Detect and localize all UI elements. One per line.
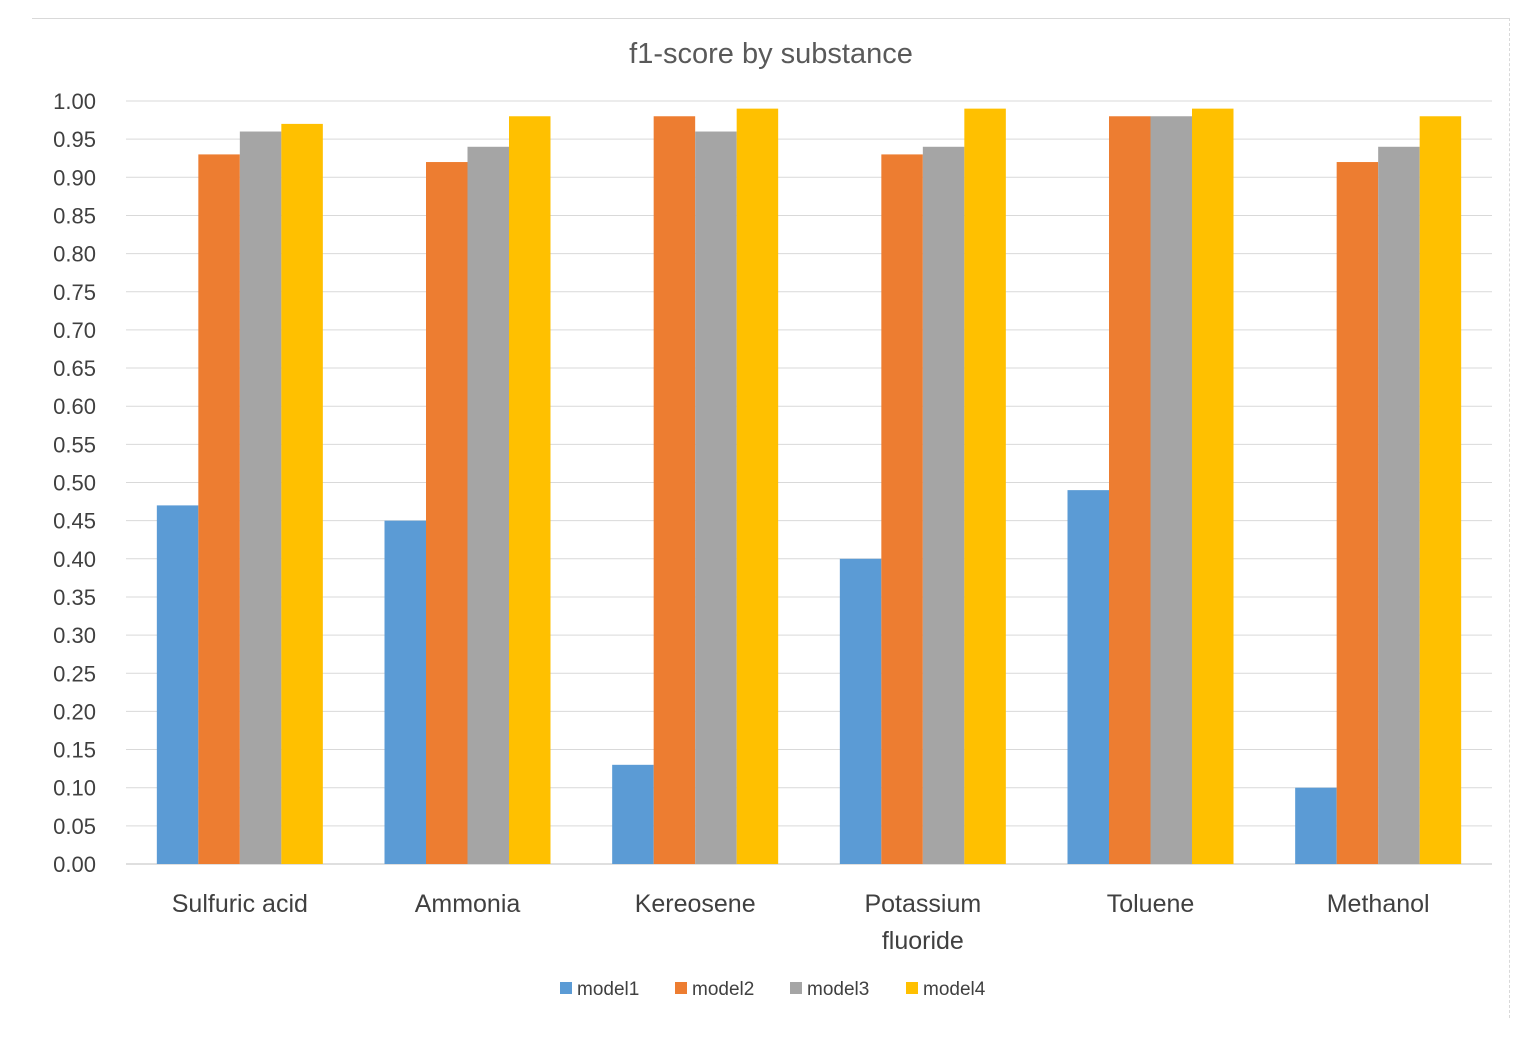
bar-model3 <box>239 131 282 864</box>
y-tick-label: 0.50 <box>53 471 96 496</box>
bar-model2 <box>881 154 923 864</box>
chart-area <box>32 18 1510 1018</box>
bar-model2 <box>426 162 468 865</box>
x-tick-label: Kereosene <box>635 890 756 918</box>
y-tick-label: 0.65 <box>53 356 96 381</box>
y-tick-label: 0.75 <box>53 280 96 305</box>
y-tick-label: 0.40 <box>53 547 96 572</box>
bar-model4 <box>964 108 1006 864</box>
y-tick-label: 0.45 <box>53 509 96 534</box>
y-tick-label: 0.35 <box>53 585 96 610</box>
x-tick-label: Toluene <box>1107 890 1195 918</box>
legend-label-model3: model3 <box>807 979 869 1000</box>
bar-model4 <box>736 108 779 864</box>
legend-label-model1: model1 <box>577 979 639 1000</box>
x-tick-label: Sulfuric acid <box>172 890 308 918</box>
bar-model4 <box>1419 116 1462 864</box>
bar-model1 <box>156 505 199 864</box>
bar-model3 <box>467 146 509 864</box>
legend-swatch-model2 <box>675 982 687 994</box>
bar-model1 <box>1067 490 1109 864</box>
bar-model4 <box>281 123 323 864</box>
y-tick-label: 0.60 <box>53 394 96 419</box>
x-tick-label: Ammonia <box>415 890 521 918</box>
legend-label-model4: model4 <box>923 979 986 1000</box>
y-tick-label: 0.30 <box>53 623 96 648</box>
y-tick-label: 0.85 <box>53 203 96 228</box>
y-tick-label: 0.10 <box>53 776 96 801</box>
bar-model1 <box>384 520 426 864</box>
chart-title: f1-score by substance <box>629 38 913 70</box>
bars <box>156 108 1462 865</box>
y-tick-label: 0.95 <box>53 127 96 152</box>
legend-label-model2: model2 <box>692 979 754 1000</box>
y-tick-label: 0.55 <box>53 432 96 457</box>
legend-swatch-model3 <box>790 982 802 994</box>
bar-model1 <box>839 558 882 864</box>
x-tick-label: Potassium fluoride <box>864 890 981 955</box>
y-tick-label: 0.05 <box>53 814 96 839</box>
bar-model4 <box>509 116 551 864</box>
y-tick-label: 0.90 <box>53 165 96 190</box>
legend-swatch-model4 <box>906 982 918 994</box>
legend: model1 model2 model3 model4 <box>560 979 986 1000</box>
bar-model3 <box>922 146 965 864</box>
bar-model3 <box>1378 146 1420 864</box>
y-axis-tick-labels: 0.00 0.05 0.10 0.15 0.20 0.25 0.30 0.35 0.40 0.45… <box>53 89 96 877</box>
legend-swatch-model1 <box>560 982 572 994</box>
y-tick-label: 0.80 <box>53 242 96 267</box>
bar-model3 <box>1150 116 1192 864</box>
bar-model1 <box>1295 787 1337 864</box>
gridlines <box>126 100 1492 865</box>
bar-model2 <box>1109 116 1151 864</box>
bar-model2 <box>653 116 696 864</box>
x-tick-label: Methanol <box>1327 890 1430 918</box>
y-tick-label: 0.20 <box>53 699 96 724</box>
bar-model4 <box>1192 108 1234 864</box>
bar-model2 <box>198 154 240 864</box>
x-axis-tick-labels: Sulfuric acid Ammonia Kereosene Potassium fl… <box>172 890 1430 955</box>
y-tick-label: 0.70 <box>53 318 96 343</box>
y-tick-label: 0.25 <box>53 661 96 686</box>
bar-model2 <box>1336 162 1379 865</box>
bar-model1 <box>612 764 654 864</box>
y-tick-label: 1.00 <box>53 89 96 114</box>
bar-model3 <box>695 131 737 864</box>
y-tick-label: 0.15 <box>53 738 96 763</box>
y-tick-label: 0.00 <box>53 852 96 877</box>
